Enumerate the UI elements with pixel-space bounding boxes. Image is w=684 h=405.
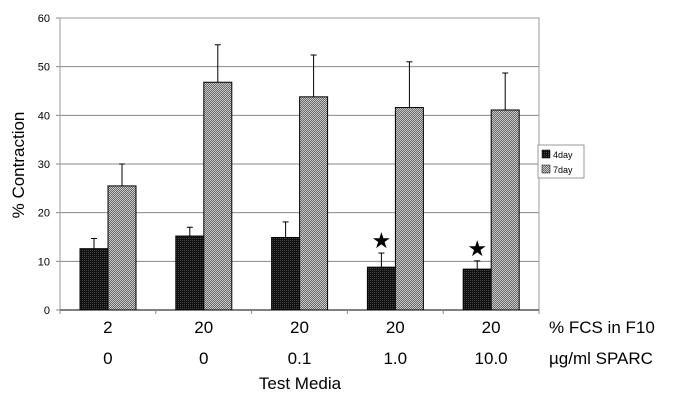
legend-swatch-7day	[541, 164, 551, 174]
bar-7day	[107, 185, 137, 311]
y-axis-label: % Contraction	[9, 112, 28, 219]
y-tick-label: 0	[44, 305, 50, 317]
category-label: 2	[103, 318, 112, 337]
y-tick-label: 20	[38, 208, 50, 220]
y-tick-label: 50	[38, 62, 50, 74]
bar-4day	[175, 235, 205, 311]
bar-7day	[490, 109, 520, 311]
category-label: 0	[103, 349, 112, 368]
category-label: 0	[199, 349, 208, 368]
y-tick-label: 10	[38, 256, 50, 268]
legend-label-4day: 4day	[553, 150, 573, 160]
row-label-sparc: µg/ml SPARC	[549, 349, 653, 368]
bar-4day	[271, 236, 301, 311]
bar-7day	[203, 81, 233, 311]
significance-star: ★	[372, 228, 392, 253]
category-label: 20	[386, 318, 405, 337]
legend-label-7day: 7day	[553, 165, 573, 175]
significance-star: ★	[467, 236, 487, 261]
category-label: 20	[194, 318, 213, 337]
legend: 4day 7day	[537, 144, 585, 179]
legend-swatch-4day	[541, 149, 551, 159]
category-label: 1.0	[383, 349, 407, 368]
bar-7day	[299, 96, 329, 311]
y-tick-label: 30	[38, 159, 50, 171]
category-label: 0.1	[288, 349, 312, 368]
x-axis-label: Test Media	[259, 374, 342, 393]
y-tick-label: 40	[38, 110, 50, 122]
bar-4day	[462, 268, 492, 311]
y-tick-label: 60	[38, 13, 50, 25]
category-label: 20	[290, 318, 309, 337]
bar-7day	[394, 107, 424, 311]
category-label: 20	[482, 318, 501, 337]
row-label-fcs: % FCS in F10	[549, 318, 655, 337]
bar-4day	[366, 266, 396, 311]
category-label: 10.0	[475, 349, 508, 368]
bar-4day	[79, 248, 109, 311]
